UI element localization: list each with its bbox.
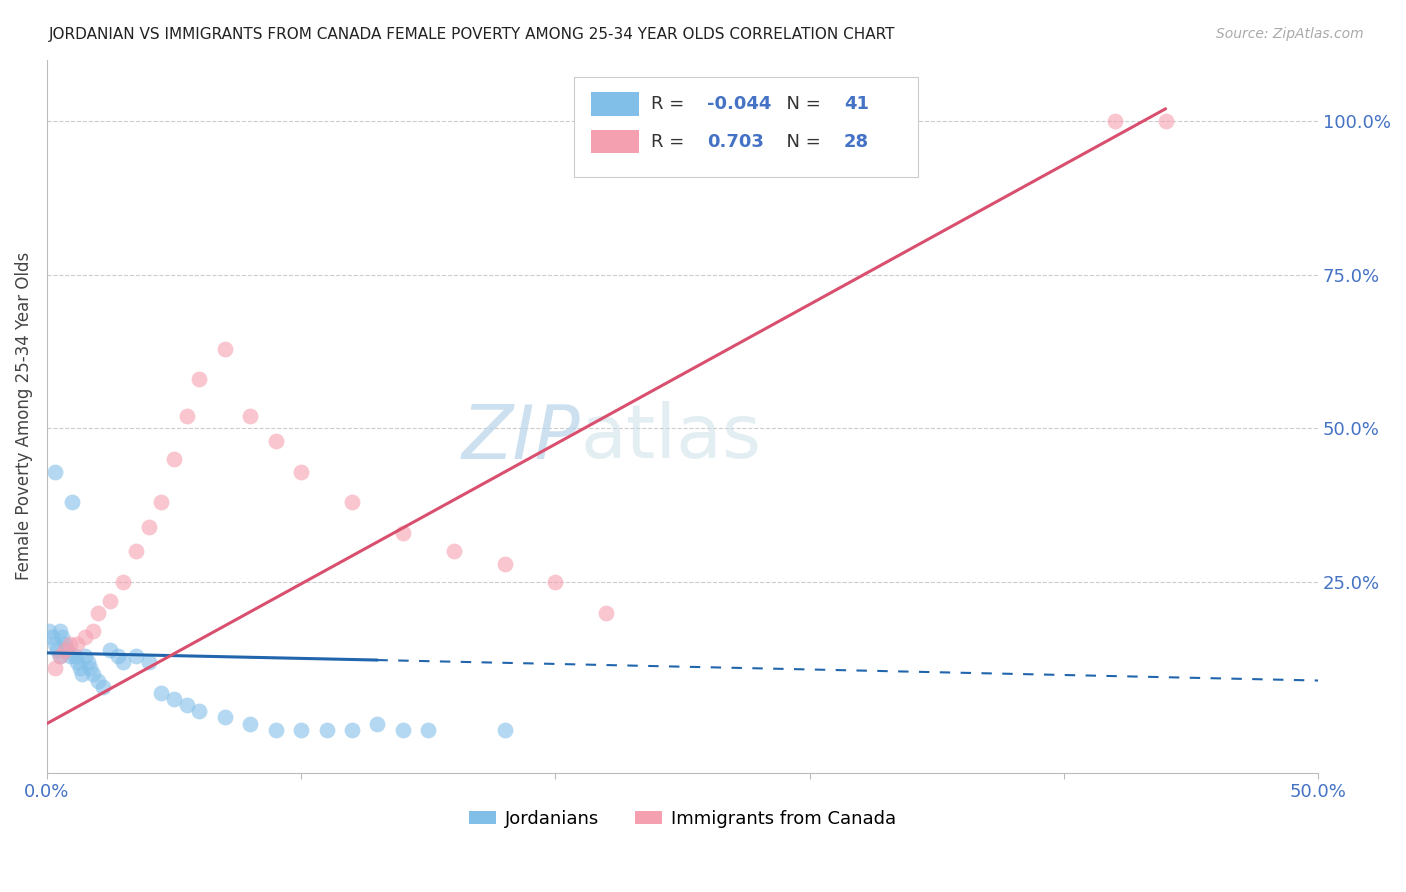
Point — [315, 723, 337, 737]
Point — [392, 526, 415, 541]
Point — [76, 655, 98, 669]
Point — [73, 648, 96, 663]
Point — [392, 723, 415, 737]
Text: 28: 28 — [844, 133, 869, 151]
Text: 0.703: 0.703 — [707, 133, 763, 151]
Text: Source: ZipAtlas.com: Source: ZipAtlas.com — [1216, 27, 1364, 41]
Point — [163, 692, 186, 706]
FancyBboxPatch shape — [575, 78, 918, 178]
Point — [214, 710, 236, 724]
Point — [494, 723, 516, 737]
Point — [66, 637, 89, 651]
Point — [214, 342, 236, 356]
Point — [1104, 114, 1126, 128]
Point — [239, 409, 262, 424]
Text: -0.044: -0.044 — [707, 95, 770, 112]
Point — [63, 648, 86, 663]
Point — [82, 667, 104, 681]
Point — [53, 642, 76, 657]
Point — [48, 624, 70, 639]
Point — [44, 465, 66, 479]
Point — [107, 648, 129, 663]
Point — [544, 575, 567, 590]
Point — [188, 372, 211, 386]
Text: ZIP: ZIP — [463, 401, 581, 474]
Point — [44, 661, 66, 675]
Point — [60, 495, 83, 509]
FancyBboxPatch shape — [591, 92, 640, 116]
Point — [340, 723, 363, 737]
Point — [72, 667, 94, 681]
Point — [366, 716, 388, 731]
Point — [239, 716, 262, 731]
Text: N =: N = — [775, 95, 827, 112]
Point — [443, 544, 465, 558]
Point — [44, 637, 66, 651]
Text: atlas: atlas — [581, 401, 762, 474]
Point — [112, 575, 135, 590]
Point — [69, 661, 91, 675]
Point — [53, 637, 76, 651]
Text: R =: R = — [651, 133, 696, 151]
Point — [48, 648, 70, 663]
Point — [41, 631, 63, 645]
Point — [38, 624, 60, 639]
Point — [66, 655, 89, 669]
Point — [79, 661, 101, 675]
Point — [91, 680, 114, 694]
Point — [163, 452, 186, 467]
Point — [264, 723, 287, 737]
Point — [264, 434, 287, 448]
Point — [100, 593, 122, 607]
Point — [56, 642, 79, 657]
Point — [73, 631, 96, 645]
Point — [290, 723, 312, 737]
Text: JORDANIAN VS IMMIGRANTS FROM CANADA FEMALE POVERTY AMONG 25-34 YEAR OLDS CORRELA: JORDANIAN VS IMMIGRANTS FROM CANADA FEMA… — [49, 27, 896, 42]
Point — [176, 409, 198, 424]
Text: R =: R = — [651, 95, 690, 112]
FancyBboxPatch shape — [591, 130, 640, 153]
Point — [51, 631, 73, 645]
Point — [112, 655, 135, 669]
Point — [150, 686, 173, 700]
Point — [100, 642, 122, 657]
Point — [82, 624, 104, 639]
Point — [176, 698, 198, 712]
Point — [125, 544, 148, 558]
Point — [1154, 114, 1177, 128]
Text: N =: N = — [775, 133, 827, 151]
Point — [138, 520, 160, 534]
Point — [87, 673, 110, 688]
Point — [494, 557, 516, 571]
Point — [150, 495, 173, 509]
Point — [188, 704, 211, 718]
Point — [418, 723, 440, 737]
Point — [48, 648, 70, 663]
Point — [290, 465, 312, 479]
Point — [125, 648, 148, 663]
Point — [595, 606, 617, 620]
Text: 41: 41 — [844, 95, 869, 112]
Point — [46, 642, 69, 657]
Point — [59, 648, 82, 663]
Y-axis label: Female Poverty Among 25-34 Year Olds: Female Poverty Among 25-34 Year Olds — [15, 252, 32, 581]
Point — [87, 606, 110, 620]
Point — [59, 637, 82, 651]
Legend: Jordanians, Immigrants from Canada: Jordanians, Immigrants from Canada — [461, 803, 904, 835]
Point — [138, 655, 160, 669]
Point — [340, 495, 363, 509]
